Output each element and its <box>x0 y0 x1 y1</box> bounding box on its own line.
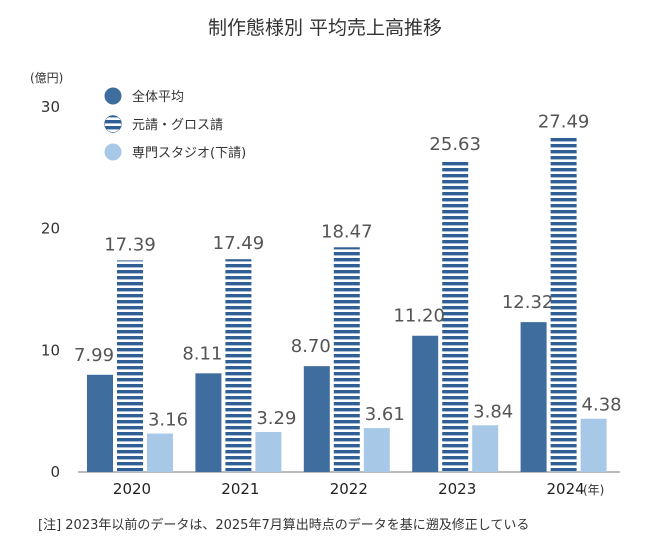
bar-studio <box>147 433 173 472</box>
data-label: 17.39 <box>104 234 156 255</box>
legend-swatch-overall <box>104 87 122 105</box>
data-label: 11.20 <box>393 306 445 327</box>
bar-studio <box>580 418 607 472</box>
footnote: [注] 2023年以前のデータは、2025年7月算出時点のデータを基に遡及修正し… <box>38 518 530 533</box>
data-label: 8.70 <box>291 336 331 357</box>
y-tick-label: 30 <box>41 98 60 116</box>
y-tick-label: 0 <box>50 463 60 481</box>
data-label: 3.84 <box>473 401 513 422</box>
legend-label: 全体平均 <box>132 89 184 105</box>
chart: 制作態様別 平均売上高推移 (億円) (年) 0 10 20 30 2020 2021 20… <box>30 17 622 498</box>
x-tick-label: 2021 <box>221 480 259 498</box>
bar-overall <box>195 373 222 472</box>
legend-label: 専門スタジオ(下請) <box>132 146 246 161</box>
data-label: 4.38 <box>582 395 622 416</box>
x-tick-label: 2020 <box>113 480 151 498</box>
bar-overall <box>412 335 439 472</box>
x-unit-label: (年) <box>583 483 604 497</box>
data-label: 12.32 <box>502 292 554 313</box>
y-tick-label: 10 <box>41 341 60 359</box>
data-label: 18.47 <box>321 221 373 242</box>
bar-overall <box>520 322 547 472</box>
x-tick-label: 2022 <box>330 480 368 498</box>
x-tick-label: 2023 <box>438 480 476 498</box>
data-label: 7.99 <box>74 345 114 366</box>
legend-swatch-prime <box>104 115 122 133</box>
bar-studio <box>472 425 499 472</box>
legend-swatch-studio <box>104 143 122 161</box>
data-label: 3.29 <box>256 408 296 429</box>
data-label: 3.61 <box>365 404 405 425</box>
bar-prime <box>117 260 143 472</box>
y-tick-label: 20 <box>41 220 60 238</box>
data-label: 17.49 <box>213 233 265 254</box>
bar-prime <box>225 259 252 472</box>
bar-prime <box>333 247 360 472</box>
data-label: 3.16 <box>148 410 188 431</box>
bar-overall <box>303 366 330 472</box>
data-label: 25.63 <box>429 134 481 155</box>
bar-studio <box>255 431 282 472</box>
bar-prime <box>550 137 577 472</box>
bar-studio <box>363 428 390 472</box>
y-unit-label: (億円) <box>30 71 63 85</box>
data-label: 8.11 <box>182 343 222 364</box>
chart-title: 制作態様別 平均売上高推移 <box>208 17 442 39</box>
data-label: 27.49 <box>538 112 590 133</box>
x-tick-label: 2024 <box>547 480 585 498</box>
bar-overall <box>87 374 113 472</box>
bar-prime <box>442 160 469 472</box>
legend-label: 元請・グロス請 <box>132 118 223 133</box>
